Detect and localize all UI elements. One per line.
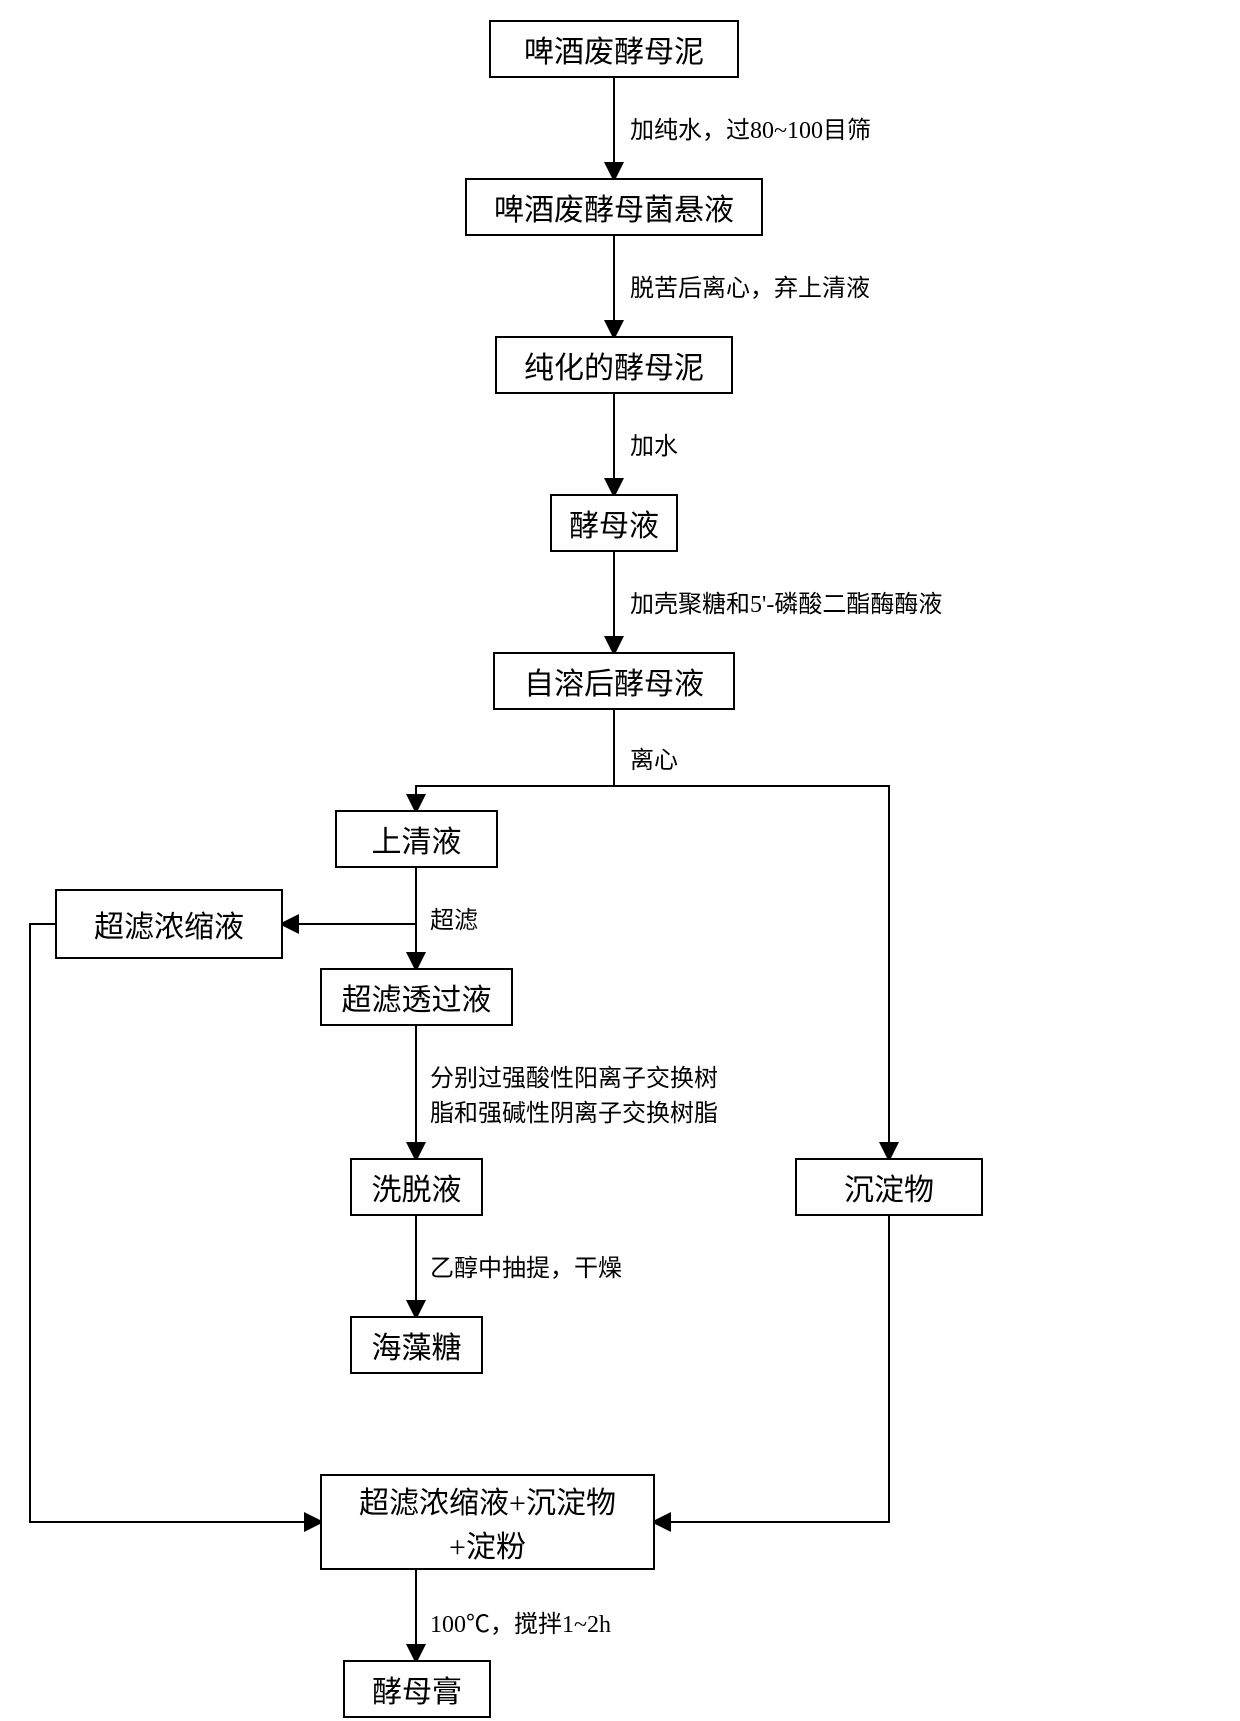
node-uf-concentrate: 超滤浓缩液 — [55, 889, 283, 959]
edge-label-ethanol-extract-dry: 乙醇中抽提，干燥 — [430, 1248, 622, 1283]
node-yeast-liquid: 酵母液 — [550, 494, 678, 552]
edge-label-100c-stir: 100℃，搅拌1~2h — [430, 1604, 611, 1639]
node-mix-concentrate-precipitate-starch: 超滤浓缩液+沉淀物 +淀粉 — [320, 1474, 655, 1570]
flowchart-arrows — [0, 0, 1240, 1721]
edge-label-add-chitosan-enzyme: 加壳聚糖和5'-磷酸二酯酶酶液 — [630, 584, 942, 619]
edge-label-add-water: 加水 — [630, 426, 678, 461]
node-uf-permeate: 超滤透过液 — [320, 968, 513, 1026]
edge-label-ultrafiltration: 超滤 — [430, 900, 478, 935]
edge-label-ion-exchange-resin: 分别过强酸性阳离子交换树 脂和强碱性阴离子交换树脂 — [430, 1058, 718, 1128]
node-trehalose: 海藻糖 — [350, 1316, 483, 1374]
edge-label-debitter-centrifuge: 脱苦后离心，弃上清液 — [630, 268, 870, 303]
node-yeast-suspension: 啤酒废酵母菌悬液 — [465, 178, 763, 236]
node-autolysed-yeast-liquid: 自溶后酵母液 — [493, 652, 735, 710]
node-precipitate: 沉淀物 — [795, 1158, 983, 1216]
node-supernatant: 上清液 — [335, 810, 498, 868]
node-yeast-extract: 酵母膏 — [343, 1660, 491, 1718]
node-beer-waste-yeast-mud: 啤酒废酵母泥 — [489, 20, 739, 78]
edge-label-centrifuge: 离心 — [630, 740, 678, 775]
edge-label-add-water-sieve: 加纯水，过80~100目筛 — [630, 110, 871, 145]
node-purified-yeast-mud: 纯化的酵母泥 — [495, 336, 733, 394]
node-eluate: 洗脱液 — [350, 1158, 483, 1216]
